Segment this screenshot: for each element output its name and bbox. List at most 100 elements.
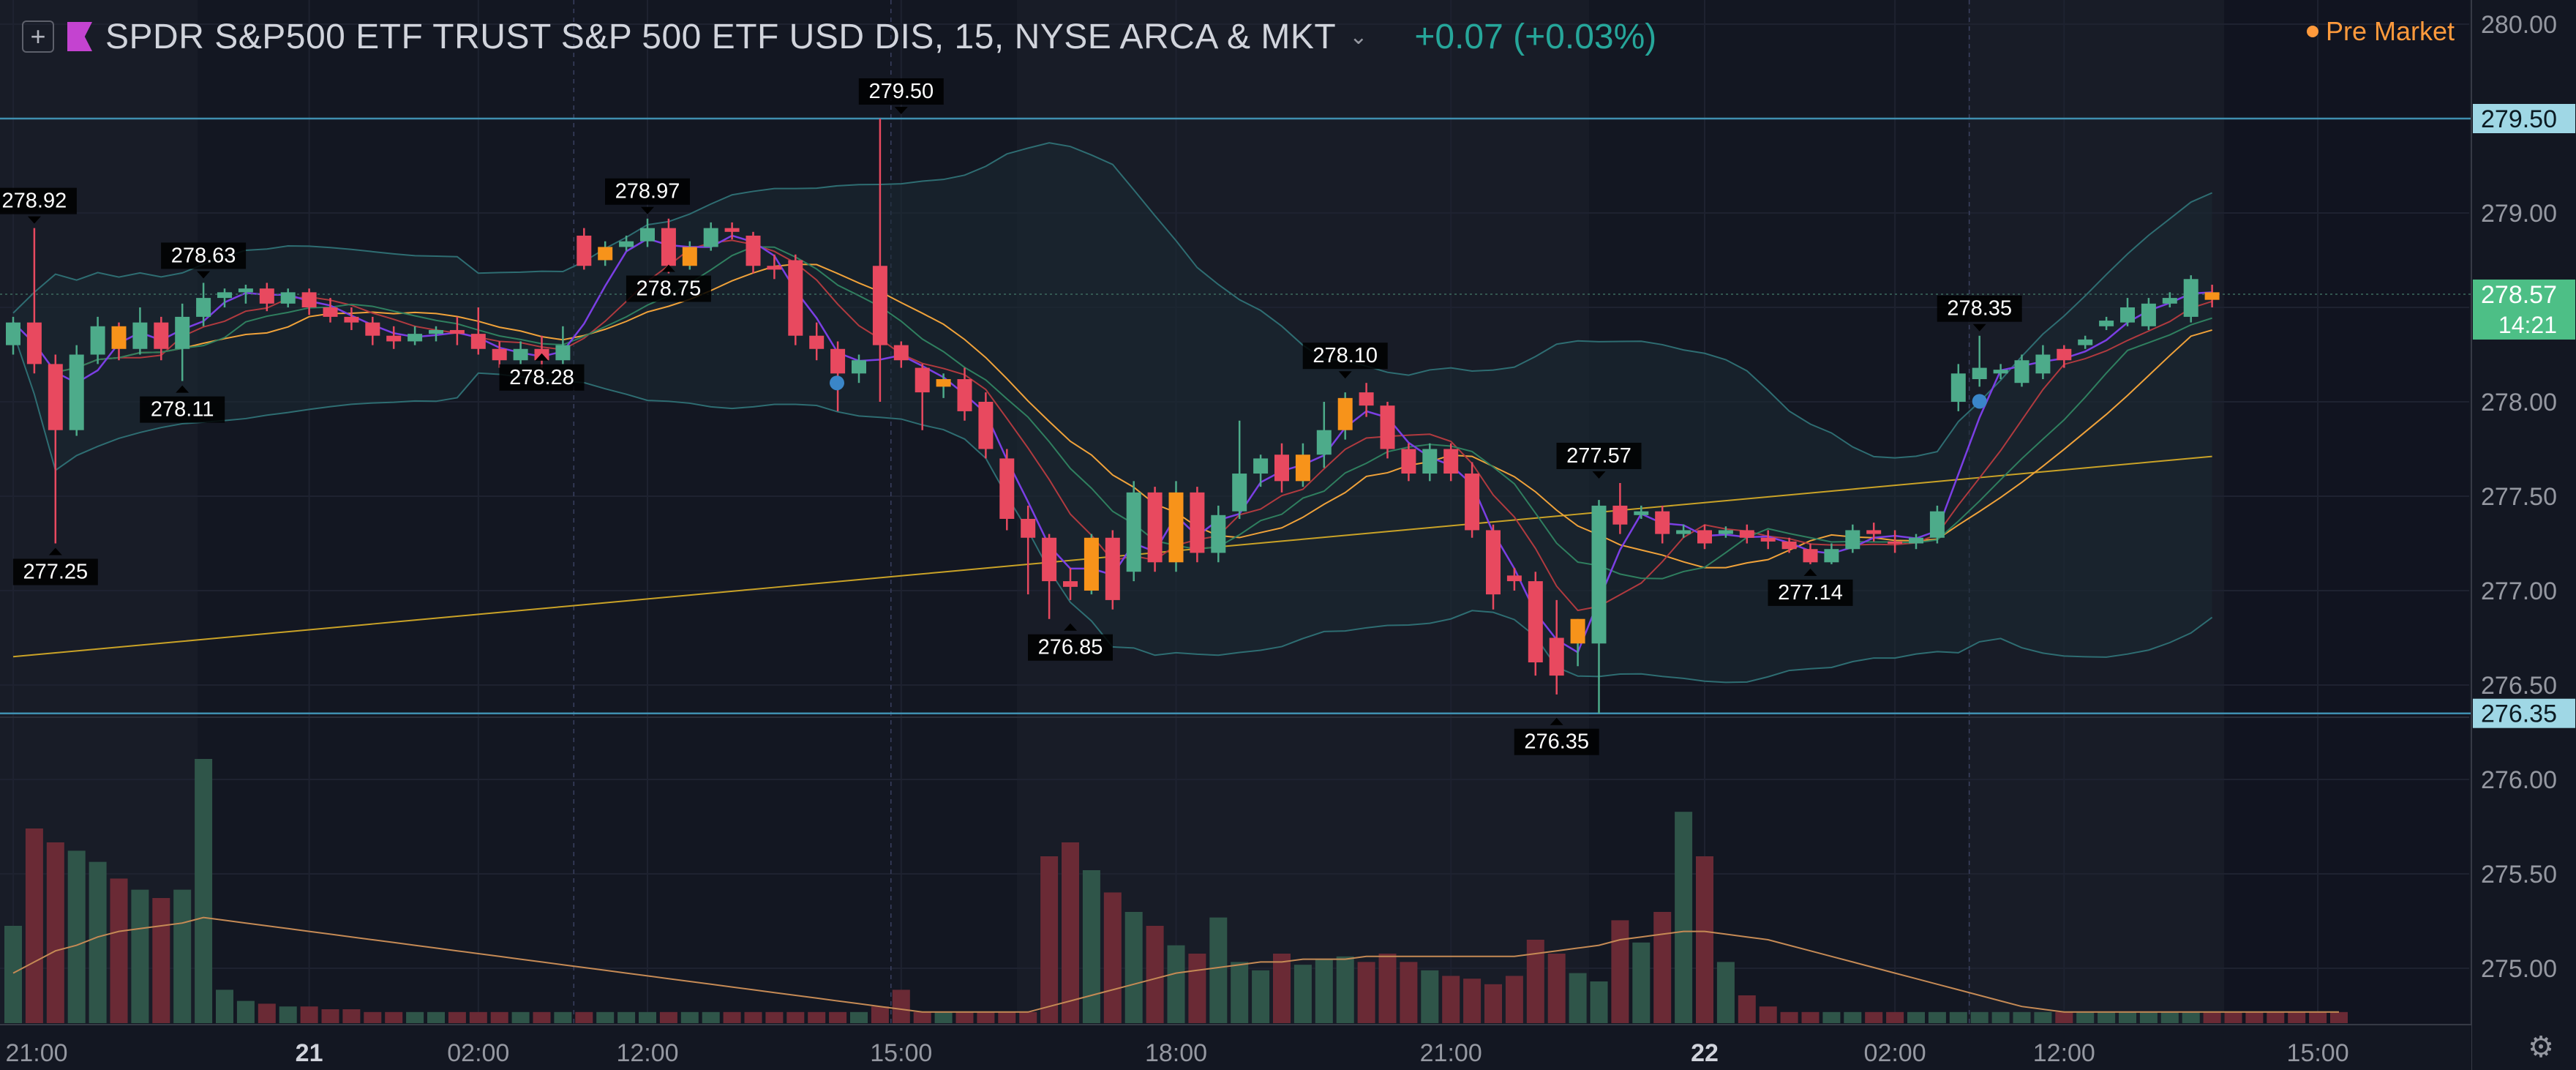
candle-body[interactable] [1824,549,1839,563]
candle-body[interactable] [2014,360,2029,384]
candle-body[interactable] [1063,581,1078,587]
candle-body[interactable] [1084,537,1099,591]
candle-body[interactable] [1359,392,1374,406]
chevron-down-icon[interactable]: ⌄ [1349,24,1368,49]
symbol-title[interactable]: SPDR S&P500 ETF TRUST S&P 500 ETF USD DI… [105,17,1337,56]
candle-body[interactable] [365,322,380,336]
candle-body[interactable] [1760,537,1776,542]
candle-body[interactable] [132,322,148,349]
candle-body[interactable] [1465,474,1480,531]
candle-body[interactable] [2057,348,2072,361]
candle-body[interactable] [1401,449,1416,474]
candle-body[interactable] [957,379,972,411]
candle-body[interactable] [1528,581,1543,663]
candle-body[interactable] [915,367,930,393]
candle-body[interactable] [1126,492,1141,572]
candle-body[interactable] [1739,530,1754,538]
candle-body[interactable] [449,329,465,334]
candle-body[interactable] [2141,303,2156,326]
candle-body[interactable] [1570,618,1585,644]
candle-body[interactable] [1634,511,1649,515]
candle-body[interactable] [175,316,190,349]
candle-body[interactable] [703,228,718,247]
event-dot[interactable] [830,375,844,391]
candle-body[interactable] [238,288,253,293]
candle-body[interactable] [1781,541,1797,550]
candle-body[interactable] [1718,530,1733,534]
candle-body[interactable] [69,354,84,430]
candle-body[interactable] [746,235,761,266]
candle-body[interactable] [978,402,994,449]
plus-square-icon[interactable]: + [22,20,54,53]
candle-body[interactable] [429,329,443,334]
candle-body[interactable] [936,379,951,387]
candle-body[interactable] [1549,637,1564,676]
candle-body[interactable] [1866,530,1882,534]
candle-body[interactable] [2035,354,2051,374]
candle-body[interactable] [1993,370,2008,374]
gear-icon[interactable]: ⚙ [2528,1031,2554,1063]
candle-body[interactable] [1380,405,1395,449]
candle-body[interactable] [470,334,486,349]
price-axis[interactable] [2471,0,2576,1070]
candle-body[interactable] [1888,541,1903,544]
candle-body[interactable] [1443,449,1459,474]
candle-body[interactable] [2099,321,2114,326]
candle-body[interactable] [26,322,42,364]
candle-body[interactable] [1147,492,1163,563]
candle-body[interactable] [1422,449,1438,474]
candle-body[interactable] [1591,505,1607,644]
candle-body[interactable] [1486,530,1501,595]
candle-body[interactable] [1909,537,1923,544]
candle-body[interactable] [598,247,613,261]
candle-body[interactable] [1972,367,1987,380]
candle-body[interactable] [2204,292,2220,300]
candle-body[interactable] [217,292,232,299]
candle-body[interactable] [830,348,846,374]
candle-body[interactable] [1337,397,1353,430]
candle-body[interactable] [1676,530,1691,534]
candle-body[interactable] [1168,492,1184,563]
candle-body[interactable] [513,348,528,361]
candle-body[interactable] [1211,515,1226,553]
candle-body[interactable] [788,260,803,336]
candle-body[interactable] [619,241,634,247]
candle-body[interactable] [323,307,338,317]
candle-body[interactable] [1316,430,1332,455]
candle-body[interactable] [852,360,866,374]
candle-body[interactable] [2162,298,2177,304]
candle-body[interactable] [6,322,20,345]
candle-body[interactable] [577,235,592,266]
candle-body[interactable] [1021,518,1036,538]
candle-body[interactable] [1655,511,1670,534]
candle-body[interactable] [1232,474,1247,512]
candle-body[interactable] [1950,373,1966,402]
candle-body[interactable] [1190,492,1205,553]
candle-body[interactable] [280,292,296,304]
candle-body[interactable] [661,228,676,266]
candle-body[interactable] [1803,549,1818,563]
candle-body[interactable] [48,364,63,430]
candle-body[interactable] [492,348,507,361]
candle-body[interactable] [767,266,782,270]
candle-body[interactable] [386,335,402,342]
candle-body[interactable] [1253,458,1269,474]
candle-body[interactable] [1042,537,1057,582]
candle-body[interactable] [301,292,317,307]
candle-body[interactable] [1105,537,1120,600]
candle-body[interactable] [724,228,740,232]
candle-body[interactable] [1697,530,1712,544]
candle-body[interactable] [682,247,697,266]
candle-body[interactable] [344,316,359,323]
candle-body[interactable] [999,458,1015,519]
candle-body[interactable] [90,326,105,355]
candle-body[interactable] [1612,505,1628,525]
candle-body[interactable] [408,334,423,342]
candle-body[interactable] [154,322,169,349]
candle-body[interactable] [1295,454,1310,482]
flag-icon[interactable] [67,22,92,51]
candle-body[interactable] [809,335,825,349]
candle-body[interactable] [2183,279,2198,317]
